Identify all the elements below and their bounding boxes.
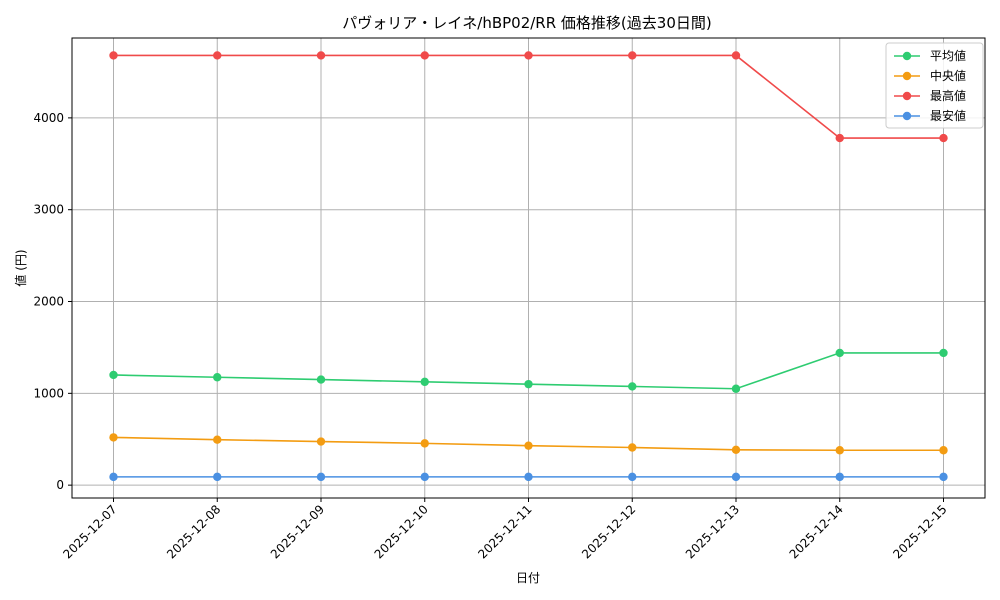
x-tick-label: 2025-12-08 xyxy=(164,502,223,561)
legend-marker xyxy=(902,51,912,61)
data-point xyxy=(420,472,429,482)
data-point xyxy=(835,472,844,482)
data-point xyxy=(835,348,844,358)
data-point xyxy=(316,472,326,482)
data-point xyxy=(731,384,741,393)
data-point xyxy=(213,472,222,482)
data-point xyxy=(628,472,637,482)
data-point xyxy=(939,133,948,143)
y-tick-label: 4000 xyxy=(33,111,64,125)
y-tick-label: 1000 xyxy=(33,386,64,400)
legend-marker xyxy=(902,111,912,121)
data-point xyxy=(213,435,222,444)
data-point xyxy=(524,51,533,60)
data-point xyxy=(628,51,637,60)
tick-layer: 2025-12-07 2025-12-08 2025-12-09 2025-12-10… xyxy=(33,111,949,562)
data-point xyxy=(524,441,533,450)
x-tick-label: 2025-12-09 xyxy=(268,502,327,561)
data-point xyxy=(731,445,741,454)
data-point xyxy=(835,133,844,143)
data-point xyxy=(109,472,118,482)
chart-title: パヴォリア・レイネ/hBP02/RR 価格推移(過去30日間) xyxy=(342,14,711,32)
x-tick-label: 2025-12-13 xyxy=(683,502,742,561)
legend-marker xyxy=(902,91,912,101)
x-tick-label: 2025-12-15 xyxy=(890,502,949,561)
y-tick-label: 0 xyxy=(56,478,64,492)
y-tick-label: 2000 xyxy=(33,295,64,309)
x-tick-label: 2025-12-07 xyxy=(60,502,119,561)
legend-label: 最安値 xyxy=(930,108,966,123)
legend-label: 最高値 xyxy=(930,88,966,103)
data-point xyxy=(628,443,637,452)
data-point xyxy=(628,382,637,391)
x-tick-label: 2025-12-10 xyxy=(372,502,431,561)
x-tick-label: 2025-12-12 xyxy=(579,502,638,561)
x-tick-label: 2025-12-11 xyxy=(475,502,534,561)
data-point xyxy=(213,373,222,382)
data-point xyxy=(939,348,948,358)
y-tick-label: 3000 xyxy=(33,203,64,217)
x-axis-label: 日付 xyxy=(516,571,540,585)
data-point xyxy=(109,370,118,380)
grid-layer xyxy=(72,38,985,498)
data-point xyxy=(835,446,844,455)
data-point xyxy=(316,437,326,446)
data-point xyxy=(420,51,429,60)
y-axis-label: 値 (円) xyxy=(13,249,28,286)
legend-box xyxy=(885,42,984,129)
x-tick-label: 2025-12-14 xyxy=(787,502,846,561)
data-point xyxy=(731,51,741,60)
data-point xyxy=(109,51,118,60)
data-point xyxy=(109,433,118,442)
data-point xyxy=(420,439,429,448)
legend-label: 平均値 xyxy=(930,48,966,63)
data-point xyxy=(420,377,429,387)
data-point xyxy=(524,472,533,482)
data-point xyxy=(524,379,533,389)
data-point xyxy=(316,375,326,384)
data-point xyxy=(939,446,948,455)
data-point xyxy=(316,51,326,60)
legend-marker xyxy=(902,71,912,81)
series-layer xyxy=(109,51,948,482)
legend-label: 中央値 xyxy=(930,68,966,83)
data-point xyxy=(939,472,948,482)
data-point xyxy=(213,51,222,60)
data-point xyxy=(731,472,741,482)
